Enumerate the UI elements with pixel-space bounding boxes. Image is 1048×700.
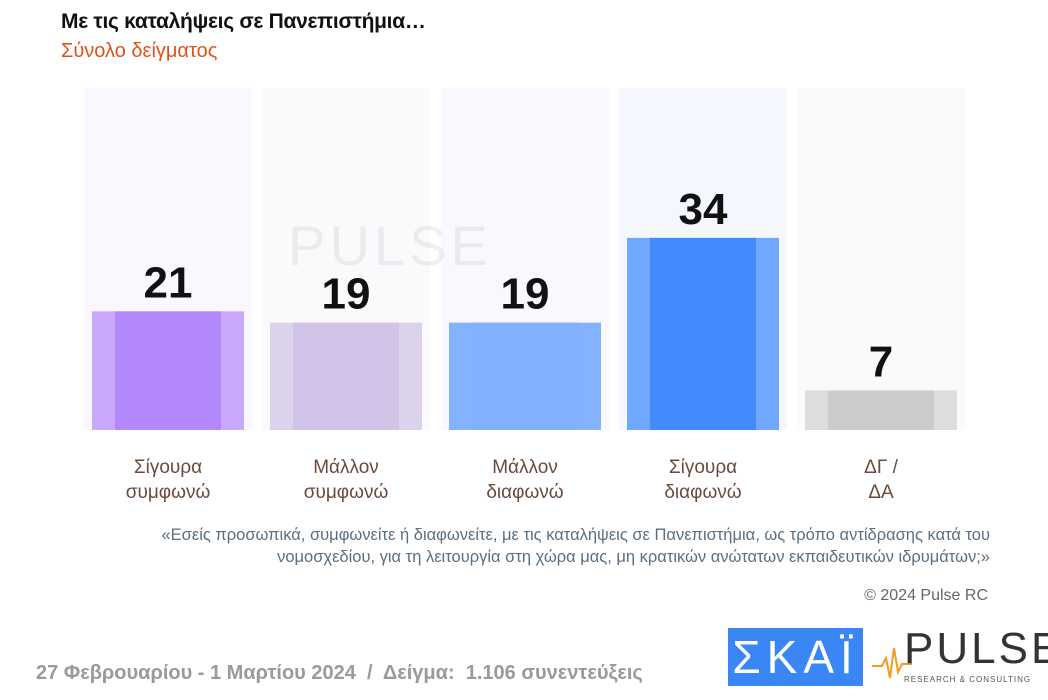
copyright: © 2024 Pulse RC [864,587,988,604]
chart-subtitle: Σύνολο δείγματος [61,40,218,62]
bar-inner [828,390,934,430]
category-label: ΔΓ / [864,457,898,478]
bar-inner [115,311,221,430]
category-label: Σίγουρα [134,457,202,478]
category-label: ΔΑ [868,482,894,503]
bar-inner [472,322,578,430]
category-label: συμφωνώ [304,482,389,503]
bar-inner [650,237,756,430]
data-label: 19 [322,270,371,319]
watermark: PULSE [288,214,492,277]
bar-inner [293,322,399,430]
category-label: Σίγουρα [669,457,737,478]
skai-logo: ΣΚΑΪ [728,628,863,686]
data-label: 7 [869,337,893,386]
data-label: 21 [144,258,193,307]
footer-info: 27 Φεβρουαρίου - 1 Μαρτίου 2024 / Δείγμα… [36,662,643,684]
category-label: διαφωνώ [664,482,741,503]
bar-panel [797,88,965,430]
data-label: 34 [679,185,728,234]
question-text: «Εσείς προσωπικά, συμφωνείτε ή διαφωνείτ… [161,526,990,566]
data-label: 19 [501,270,550,319]
category-label: Μάλλον [313,457,379,478]
pulse-logo: PULSE RESEARCH & CONSULTING [872,624,1048,686]
chart-title: Με τις καταλήψεις σε Πανεπιστήμια… [61,10,426,33]
category-label: διαφωνώ [486,482,563,503]
bar-chart: 21 Σίγουρα συμφωνώ 19 Μάλλον συμφωνώ 19 Μάλλον δ… [92,88,965,503]
category-label: Μάλλον [492,457,558,478]
category-label: συμφωνώ [126,482,211,503]
